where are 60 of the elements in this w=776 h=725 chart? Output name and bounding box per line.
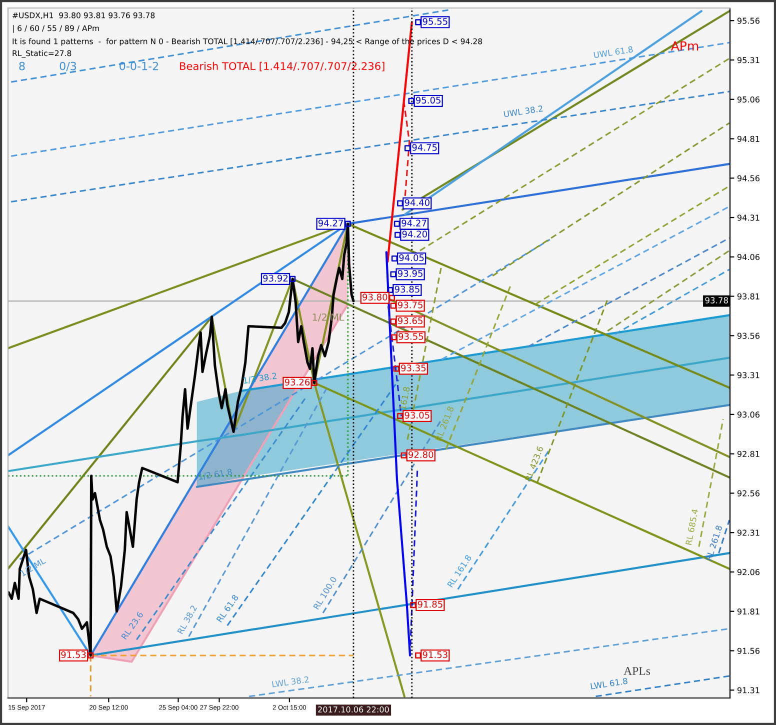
data-label: 93.92 — [263, 274, 288, 282]
data-label: 91.53 — [61, 651, 86, 658]
data-label: 94.05 — [399, 254, 424, 262]
ref-line-label: 93.78 — [705, 297, 728, 304]
y-tick-label: 93.06 — [737, 412, 760, 418]
y-tick-label: 93.56 — [737, 332, 760, 339]
data-label: 95.55 — [422, 18, 448, 25]
text: UWL 61.8 — [594, 46, 634, 58]
text: LWL 61.8 — [590, 678, 628, 690]
text: RL 423.6 — [524, 446, 544, 482]
text: RL 261.8 — [706, 525, 722, 561]
data-label: 93.85 — [394, 286, 420, 293]
data-label: 94.40 — [404, 199, 430, 206]
ref-line-label: 2017.10.06 22:00 — [318, 706, 389, 713]
y-tick-label: 94.81 — [737, 136, 760, 142]
y-tick-label: 94.31 — [737, 214, 760, 221]
data-label: 92.80 — [408, 451, 434, 458]
text: RL 685.4 — [685, 508, 698, 546]
y-tick-label: 91.81 — [737, 608, 760, 615]
data-label: 91.85 — [418, 600, 442, 608]
y-tick-label: 91.56 — [737, 648, 760, 654]
text: 161.8 — [399, 386, 410, 410]
data-label: 94.75 — [412, 144, 437, 151]
y-tick-label: 92.31 — [737, 530, 760, 536]
y-tick-label: 92.81 — [737, 450, 760, 457]
text: RL 38.2 — [177, 604, 198, 634]
annotation: 8 — [19, 62, 25, 70]
y-tick-label: 93.81 — [737, 293, 760, 300]
y-tick-label: 93.31 — [737, 372, 760, 378]
annotation: 0-0-1-2 — [120, 62, 158, 70]
text: UWL 38.2 — [504, 105, 543, 118]
annotation: APLs — [624, 667, 650, 675]
data-label: 94.27 — [318, 220, 343, 226]
text: 1/2 ML — [20, 557, 47, 578]
y-tick-label: 92.56 — [737, 490, 760, 496]
text: 1/2 61.8 — [198, 468, 232, 480]
y-tick-label: 92.06 — [737, 569, 760, 576]
data-label: 91.53 — [422, 651, 448, 658]
data-label: 93.26 — [284, 378, 310, 386]
data-label: 94.20 — [402, 230, 427, 238]
data-label: 93.80 — [362, 294, 388, 300]
data-label: 93.55 — [398, 333, 424, 340]
y-tick-label: 95.06 — [737, 96, 760, 103]
y-tick-label: 95.31 — [737, 57, 760, 64]
data-label: 95.05 — [416, 96, 440, 104]
data-label: 94.27 — [402, 220, 426, 226]
data-label: 93.05 — [404, 412, 430, 419]
text: RL 261.8 — [435, 406, 454, 442]
data-label: 93.95 — [398, 270, 422, 277]
y-tick-label: 91.31 — [737, 687, 760, 694]
y-tick-label: 94.56 — [737, 175, 760, 182]
annotation: Bearish TOTAL [1.414/.707/.707/2.236] — [180, 62, 384, 72]
text: 1/2 38.2 — [243, 372, 277, 384]
data-label: 93.65 — [398, 317, 422, 324]
y-tick-label: 95.56 — [737, 18, 760, 24]
data-label: 93.35 — [401, 364, 426, 372]
text: LWL 38.2 — [272, 676, 309, 688]
annotation: 0/3 — [60, 62, 76, 72]
data-label: 93.75 — [398, 302, 422, 308]
y-tick-label: 94.06 — [737, 254, 760, 260]
